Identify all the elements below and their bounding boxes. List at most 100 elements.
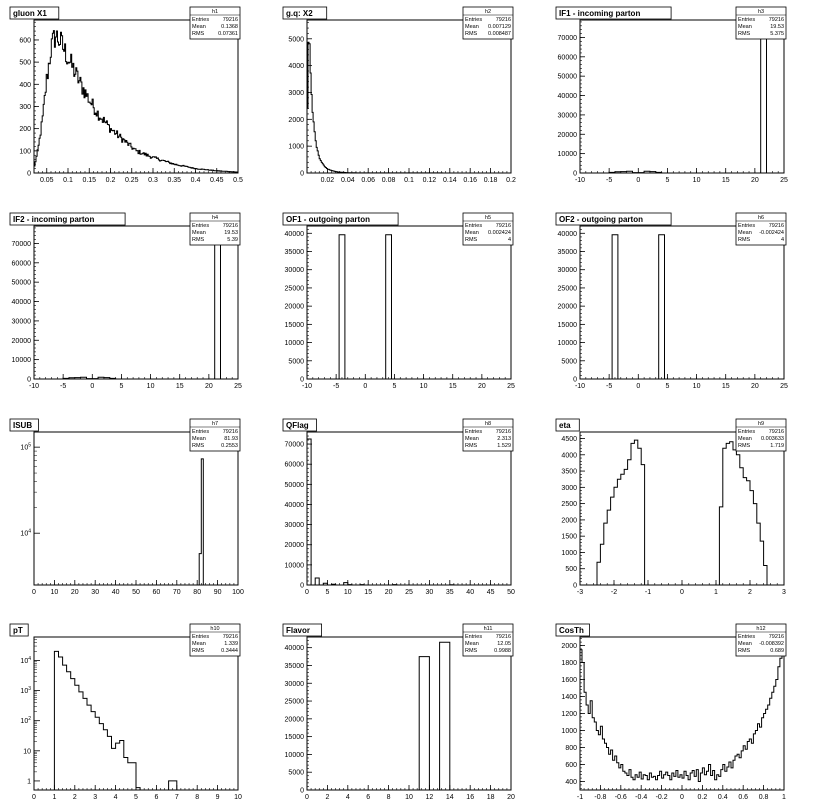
stats-name: h7 — [212, 421, 218, 427]
y-tick-label: 1200 — [561, 711, 577, 718]
stats-label: Entries — [192, 223, 209, 229]
stats-label: Mean — [738, 24, 752, 30]
stats-label: RMS — [465, 443, 478, 449]
x-tick-label: 40 — [466, 589, 474, 596]
stats-name: h11 — [484, 626, 493, 632]
x-tick-label: 20 — [205, 383, 213, 390]
x-tick-label: 0.5 — [233, 177, 243, 184]
histogram-panel-h2: 0.02 0.04 0.06 0.08 0.1 0.12 0.14 0.16 0.18 0.2 0 1… — [282, 6, 516, 184]
histogram-title-box — [9, 418, 39, 432]
histogram-panel-h7: 0 10 20 30 40 50 60 70 80 90 100 104 105 ISUB h7Entrie… — [9, 418, 244, 596]
histogram-title: g.q: X2 — [286, 9, 313, 18]
x-tick-label: 10 — [51, 589, 59, 596]
y-tick-label: 50000 — [12, 280, 32, 287]
histogram-trace — [611, 234, 665, 379]
x-tick-label: -1 — [645, 589, 651, 596]
histogram-panel-h8: 0 5 10 15 20 25 30 35 40 45 50 0 10000 20000 30000 4000… — [282, 418, 515, 596]
stats-value: 2.313 — [497, 436, 511, 442]
x-tick-label: 18 — [487, 794, 495, 801]
histogram-title: pT — [13, 626, 23, 635]
histogram-title-box — [9, 212, 126, 226]
stats-label: Mean — [192, 230, 206, 236]
x-tick-label: 8 — [195, 794, 199, 801]
stats-label: Entries — [465, 17, 482, 23]
histogram-trace — [608, 33, 767, 174]
y-tick-label: 40000 — [558, 93, 578, 100]
y-tick-label: 4500 — [561, 436, 577, 443]
stats-name: h12 — [756, 626, 765, 632]
y-tick-label: 600 — [565, 762, 577, 769]
stats-label: Mean — [465, 230, 479, 236]
stats-value: 79216 — [496, 634, 511, 640]
x-tick-label: 10 — [420, 383, 428, 390]
x-tick-label: 0 — [305, 794, 309, 801]
y-tick-label: 20000 — [558, 304, 578, 311]
stats-name: h10 — [210, 626, 219, 632]
stats-value: 0.1368 — [221, 24, 238, 30]
stats-label: Entries — [192, 634, 209, 640]
stats-value: 5.39 — [227, 237, 238, 243]
stats-value: -0.002424 — [759, 230, 784, 236]
stats-label: Entries — [738, 429, 755, 435]
x-tick-label: 0.1 — [63, 177, 73, 184]
y-tick-label: 1800 — [561, 660, 577, 667]
histogram-title-box — [282, 6, 328, 20]
x-tick-label: 0.2 — [506, 177, 516, 184]
stats-label: Entries — [738, 634, 755, 640]
y-tick-label: 30000 — [285, 681, 305, 688]
histogram-trace — [418, 641, 451, 790]
x-tick-label: 0.45 — [210, 177, 224, 184]
stats-label: Entries — [465, 223, 482, 229]
stats-label: RMS — [465, 31, 478, 37]
x-tick-label: 0 — [32, 794, 36, 801]
histogram-title-box — [9, 623, 29, 637]
x-tick-label: 0 — [305, 589, 309, 596]
histogram-trace — [53, 650, 178, 790]
y-tick-label: 0 — [300, 788, 304, 795]
y-tick-label: 70000 — [285, 442, 305, 449]
plot-frame — [306, 225, 512, 380]
histogram-panel-h1: 0.05 0.1 0.15 0.2 0.25 0.3 0.35 0.4 0.45 0.5 0 100 2… — [9, 6, 243, 184]
histogram-panel-h6: -10 -5 0 5 10 15 20 25 0 5000 10000 15000 20000 25000… — [555, 212, 788, 390]
y-tick-label: 104 — [20, 529, 31, 538]
y-tick-label: 30000 — [12, 318, 32, 325]
stats-value: 4 — [508, 237, 511, 243]
stats-label: Mean — [465, 436, 479, 442]
y-tick-label: 30000 — [558, 112, 578, 119]
y-tick-label: 1600 — [561, 677, 577, 684]
histogram-trace — [306, 438, 455, 586]
stats-value: 0.07361 — [218, 31, 238, 37]
y-tick-label: 60000 — [285, 462, 305, 469]
y-tick-label: 5000 — [288, 770, 304, 777]
y-tick-label: 300 — [19, 104, 31, 111]
x-tick-label: 3 — [782, 589, 786, 596]
y-tick-label: 70000 — [12, 241, 32, 248]
stats-label: Entries — [192, 429, 209, 435]
stats-value: 79216 — [769, 223, 784, 229]
x-tick-label: 100 — [232, 589, 244, 596]
histogram-panel-h3: -10 -5 0 5 10 15 20 25 0 10000 20000 30000 40000 5000… — [555, 6, 788, 184]
plot-frame — [33, 431, 239, 586]
x-tick-label: 40 — [112, 589, 120, 596]
y-tick-label: 500 — [19, 60, 31, 67]
plot-frame — [579, 636, 785, 791]
x-tick-label: 0.2 — [106, 177, 116, 184]
y-tick-label: 2500 — [561, 501, 577, 508]
x-tick-label: 4 — [114, 794, 118, 801]
x-tick-label: 25 — [405, 589, 413, 596]
plot-frame — [306, 19, 512, 174]
x-tick-label: 0.08 — [382, 177, 396, 184]
x-tick-label: 7 — [175, 794, 179, 801]
x-tick-label: 15 — [722, 177, 730, 184]
x-tick-label: 0.06 — [361, 177, 375, 184]
x-tick-label: -1 — [577, 794, 583, 801]
y-tick-label: 15000 — [285, 734, 305, 741]
stats-label: RMS — [738, 237, 751, 243]
stats-value: 79216 — [769, 17, 784, 23]
y-tick-label: 400 — [19, 82, 31, 89]
stats-label: Mean — [192, 641, 206, 647]
histogram-title: IF1 - incoming parton — [559, 9, 640, 18]
x-tick-label: 12 — [426, 794, 434, 801]
x-tick-label: 50 — [507, 589, 515, 596]
